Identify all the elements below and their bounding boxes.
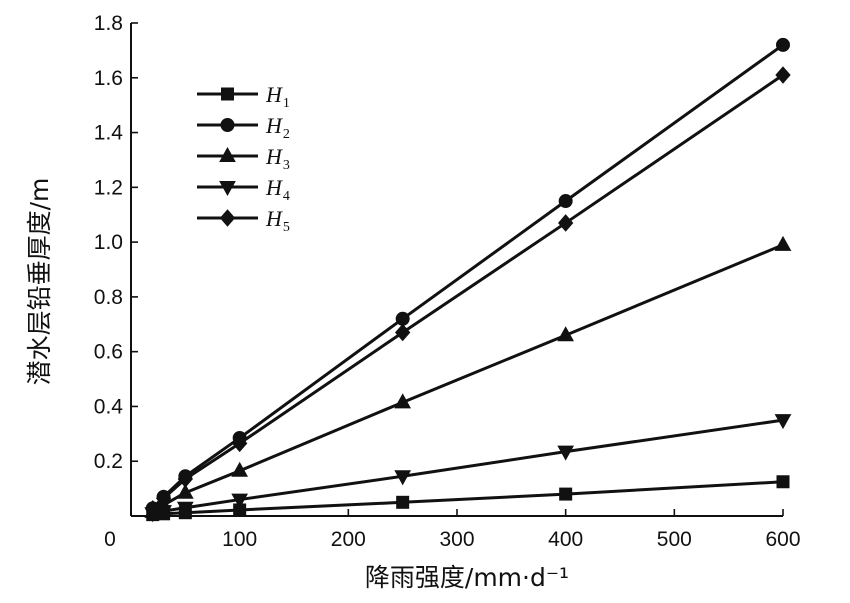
series-layer	[144, 37, 792, 523]
data-point	[231, 493, 249, 509]
x-axis-ticks: 0 100 200 300 400 500 600	[104, 509, 801, 551]
y-tick-label: 0.8	[94, 286, 123, 309]
y-axis-title: 潜水层铅垂厚度/m	[25, 178, 54, 386]
y-tick-label: 1.2	[94, 176, 123, 199]
data-point	[177, 470, 193, 488]
legend-marker	[220, 118, 235, 132]
data-point	[776, 475, 790, 489]
data-point	[558, 194, 573, 209]
data-point	[394, 393, 412, 409]
data-point	[558, 214, 574, 232]
x-axis-title: 降雨强度/mm·d⁻¹	[365, 563, 569, 592]
data-point	[232, 434, 248, 453]
series-line	[151, 73, 784, 510]
y-tick-label: 1.8	[94, 12, 123, 35]
legend-label: H3	[265, 144, 290, 173]
data-point	[776, 37, 790, 52]
legend-label: H2	[265, 113, 290, 142]
data-point	[155, 489, 172, 507]
y-tick-label: 1.0	[94, 231, 123, 254]
series-line	[151, 243, 784, 514]
x-tick-label: 200	[331, 528, 366, 551]
x-tick-label: 500	[657, 528, 692, 551]
data-point	[557, 326, 575, 342]
data-point	[774, 414, 792, 430]
legend-marker	[221, 87, 234, 101]
y-tick-label: 0.2	[94, 450, 123, 473]
x-tick-label: 0	[104, 528, 116, 551]
legend-item: H2	[197, 113, 290, 142]
legend-subscript: 2	[283, 127, 290, 142]
legend-subscript: 5	[283, 220, 290, 235]
legend-subscript: 4	[283, 189, 290, 204]
data-point	[559, 487, 573, 501]
x-tick-label: 300	[439, 528, 474, 551]
data-point	[176, 483, 194, 499]
y-tick-label: 0.6	[94, 341, 123, 364]
data-point	[394, 470, 412, 486]
data-point	[145, 500, 161, 518]
legend-item: H5	[197, 206, 290, 235]
data-point	[395, 311, 410, 326]
legend-label: H5	[265, 206, 290, 235]
data-point	[557, 445, 575, 461]
data-point	[774, 235, 792, 251]
data-point	[396, 495, 410, 509]
data-point	[775, 66, 791, 84]
legend-item: H1	[197, 82, 290, 111]
legend-marker	[219, 181, 236, 197]
x-tick-label: 600	[765, 528, 800, 551]
legend-subscript: 3	[283, 158, 290, 173]
y-tick-label: 1.6	[94, 67, 123, 90]
series-h3	[144, 235, 792, 518]
y-tick-label: 0.4	[94, 395, 124, 418]
data-point	[231, 461, 249, 477]
legend-subscript: 1	[283, 96, 290, 111]
x-tick-label: 100	[222, 528, 257, 551]
legend-label: H4	[265, 175, 290, 204]
legend-item: H3	[197, 144, 290, 173]
y-axis-ticks: 0.2 0.4 0.6 0.8 1.0 1.2 1.4 1.6 1.8	[94, 12, 138, 473]
y-tick-label: 1.4	[94, 122, 124, 145]
legend-label: H1	[265, 82, 290, 111]
data-point	[176, 501, 194, 517]
legend-item: H4	[197, 175, 290, 204]
series-h5	[145, 66, 791, 518]
legend-marker	[219, 146, 236, 162]
legend-marker	[219, 209, 236, 227]
data-point	[395, 323, 411, 342]
x-tick-label: 400	[548, 528, 583, 551]
